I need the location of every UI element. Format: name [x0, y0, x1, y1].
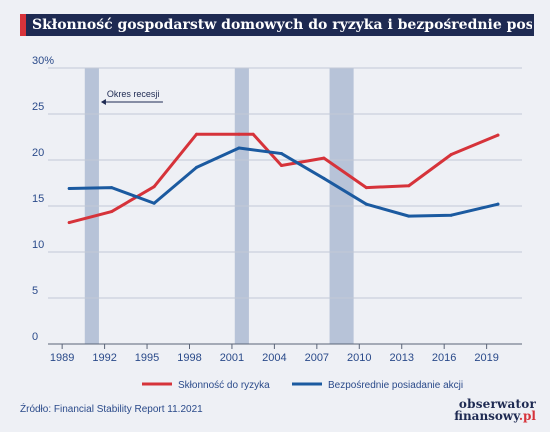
series-2-point [152, 201, 156, 205]
title-accent [20, 14, 26, 36]
chart-title: Skłonność gospodarstw domowych do ryzyka… [32, 17, 532, 33]
series-2-point [279, 152, 283, 156]
source-note: Źródło: Financial Stability Report 11.20… [20, 404, 203, 415]
series-1-point [67, 221, 71, 225]
series-2-point [237, 146, 241, 150]
series-1-point [152, 185, 156, 189]
logo-line-2: finansowy.pl [454, 410, 536, 422]
x-tick-label: 2010 [347, 352, 371, 364]
x-tick-label: 1989 [50, 352, 74, 364]
series-1-point [496, 133, 500, 137]
legend-label-1: Skłonność do ryzyka [178, 380, 270, 391]
series-line-1 [67, 132, 500, 225]
x-tick-label: 1995 [135, 352, 159, 364]
x-tick-label: 1998 [177, 352, 201, 364]
series-1-point [449, 152, 453, 156]
x-tick-label: 2019 [474, 352, 498, 364]
logo-line-2-suffix: .pl [518, 409, 536, 423]
series-2-point [322, 176, 326, 180]
legend-label-2: Bezpośrednie posiadanie akcji [328, 380, 463, 391]
x-tick-label: 2007 [305, 352, 329, 364]
series-1-point [251, 132, 255, 136]
series-2-point [110, 186, 114, 190]
annotation-arrowhead [100, 99, 106, 105]
series-1-point [110, 210, 114, 214]
y-tick-label: 15 [32, 193, 44, 205]
series-1-point [364, 186, 368, 190]
y-tick-label: 0 [32, 331, 38, 343]
y-tick-label: 5 [32, 285, 38, 297]
series-2-point [195, 165, 199, 169]
title-bar [20, 14, 534, 36]
x-tick-label: 2016 [432, 352, 456, 364]
series-2-point [407, 214, 411, 218]
series-1-point [237, 132, 241, 136]
y-tick-label: 20 [32, 147, 44, 159]
brand-logo: obserwator finansowy.pl [454, 398, 536, 422]
x-tick-label: 1992 [92, 352, 116, 364]
series-1-point [322, 156, 326, 160]
x-tick-label: 2013 [389, 352, 413, 364]
x-tick-label: 2001 [220, 352, 244, 364]
y-tick-label: 25 [32, 101, 44, 113]
series-2-point [364, 202, 368, 206]
recession-annotation: Okres recesji [107, 89, 160, 99]
series-2-point [67, 187, 71, 191]
logo-line-2-main: finansowy [454, 409, 519, 423]
series-1-point [279, 164, 283, 168]
x-tick-label: 2004 [262, 352, 286, 364]
y-tick-label: 30% [32, 55, 54, 67]
series-1-point [195, 132, 199, 136]
series-1-point [407, 184, 411, 188]
logo-line-1: obserwator [458, 397, 536, 411]
series-2-point [496, 202, 500, 206]
series-2-point [449, 213, 453, 217]
y-tick-label: 10 [32, 239, 44, 251]
